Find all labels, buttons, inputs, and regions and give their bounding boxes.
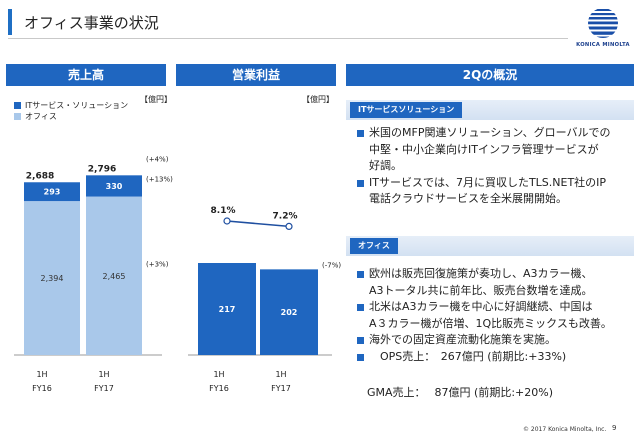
konica-minolta-logo: KONICA MINOLTA bbox=[568, 6, 638, 54]
copyright-notice: © 2017 Konica Minolta, Inc. bbox=[523, 426, 607, 433]
it-bullet: ITサービスでは、7月に買収したTLS.NET社のIP 電話クラウドサービスを全米… bbox=[356, 175, 634, 208]
globe-logo-icon bbox=[588, 9, 618, 38]
margin-line bbox=[226, 220, 290, 228]
profit-bar bbox=[198, 263, 256, 355]
page-title: オフィス事業の状況 bbox=[24, 14, 159, 32]
sales-bar-it bbox=[86, 175, 142, 197]
sales-category-label: FY16 bbox=[32, 384, 52, 393]
profit-change: (-7%) bbox=[322, 261, 341, 269]
sales-office-change: (+3%) bbox=[146, 261, 169, 269]
office-bullet-line: 海外での固定資産流動化施策を実施。 bbox=[369, 333, 556, 346]
sales-label-it: 330 bbox=[106, 182, 123, 191]
legend-swatch-office bbox=[14, 113, 21, 120]
title-divider bbox=[8, 38, 568, 39]
profit-panel-title: 営業利益 bbox=[176, 64, 336, 86]
profit-category-label: FY17 bbox=[271, 384, 291, 393]
it-bullet-list: 米国のMFP関連ソリューション、グローバルでの 中堅・中小企業向けITインフラ管理… bbox=[356, 125, 634, 208]
legend-it-services: ITサービス・ソリューション bbox=[14, 100, 128, 111]
profit-category-label: 1H bbox=[275, 370, 286, 379]
bullet-square-icon bbox=[357, 337, 364, 344]
it-bullet-line: 中堅・中小企業向けITインフラ管理サービスが bbox=[369, 142, 599, 156]
page-number: 9 bbox=[612, 424, 617, 432]
sales-category-label: FY17 bbox=[94, 384, 114, 393]
gma-sales-line: GMA売上： 87億円 (前期比:+20%) bbox=[356, 386, 553, 399]
title-accent-bar bbox=[8, 9, 12, 35]
it-bullet-line: 好調。 bbox=[369, 159, 402, 172]
legend-swatch-it bbox=[14, 102, 21, 109]
office-bullet: 欧州は販売回復施策が奏功し、A3カラー機、 A3トータル共に前年比、販売台数増を達… bbox=[356, 266, 634, 299]
bullet-square-icon bbox=[357, 271, 364, 278]
margin-point bbox=[285, 222, 293, 230]
office-bullet-list: 欧州は販売回復施策が奏功し、A3カラー機、 A3トータル共に前年比、販売台数増を達… bbox=[356, 266, 634, 365]
margin-label: 7.2% bbox=[273, 211, 298, 221]
profit-bar-label: 217 bbox=[219, 305, 236, 314]
logo-wordmark: KONICA MINOLTA bbox=[576, 42, 630, 48]
profit-unit-label: 【億円】 bbox=[302, 95, 334, 104]
legend-label-office: オフィス bbox=[25, 112, 57, 121]
office-bullet-line: A3トータル共に前年比、販売台数増を達成。 bbox=[369, 283, 593, 297]
office-bullet-line: 北米はA3カラー機を中心に好調継続、中国は bbox=[369, 300, 593, 313]
it-bullet-line: ITサービスでは、7月に買収したTLS.NET社のIP bbox=[369, 175, 607, 189]
office-bullet: OPS売上： 267億円 (前期比:+33%) bbox=[356, 349, 634, 366]
sales-it-change: (+13%) bbox=[146, 175, 173, 183]
sales-category-label: 1H bbox=[98, 370, 109, 379]
legend-office: オフィス bbox=[14, 111, 57, 122]
margin-label: 8.1% bbox=[211, 206, 236, 216]
office-bullet-line: 欧州は販売回復施策が奏功し、A3カラー機、 bbox=[369, 267, 593, 280]
bullet-square-icon bbox=[357, 304, 364, 311]
sales-category-label: 1H bbox=[36, 370, 47, 379]
profit-bar-label: 202 bbox=[281, 308, 298, 317]
office-bullet: 海外での固定資産流動化施策を実施。 bbox=[356, 332, 634, 349]
office-section-tag: オフィス bbox=[350, 238, 398, 254]
sales-unit-label: 【億円】 bbox=[140, 95, 172, 104]
charts-area: 2,394 293 2,688 1H FY16 2,465 330 2,796 1H FY17 (+… bbox=[14, 155, 341, 393]
sales-panel-title: 売上高 bbox=[6, 64, 166, 86]
sales-bar-office bbox=[86, 196, 142, 355]
profit-category-label: FY16 bbox=[209, 384, 229, 393]
sales-total-label: 2,796 bbox=[88, 164, 116, 174]
office-section-bar bbox=[346, 236, 634, 256]
sales-label-it: 293 bbox=[44, 188, 61, 197]
sales-total-label: 2,688 bbox=[26, 171, 54, 181]
bullet-square-icon bbox=[357, 179, 364, 187]
legend-label-it: ITサービス・ソリューション bbox=[25, 101, 129, 110]
sales-bar-it bbox=[24, 182, 80, 202]
it-bullet-line: 電話クラウドサービスを全米展開開始。 bbox=[369, 192, 567, 205]
margin-point bbox=[223, 217, 231, 225]
profit-bar bbox=[260, 269, 318, 355]
office-bullet-line: OPS売上： 267億円 (前期比:+33%) bbox=[369, 349, 567, 363]
it-section-tag: ITサービスソリューション bbox=[350, 102, 463, 118]
summary-panel-title: 2Qの概況 bbox=[346, 64, 634, 86]
it-bullet-line: 米国のMFP関連ソリューション、グローバルでの bbox=[369, 126, 611, 139]
sales-bar-office bbox=[24, 201, 80, 355]
sales-label-office: 2,465 bbox=[103, 272, 126, 281]
office-bullet-line: A３カラー機が倍増、1Q比販売ミックスも改善。 bbox=[369, 316, 612, 330]
sales-label-office: 2,394 bbox=[41, 274, 64, 283]
sales-total-change: (+4%) bbox=[146, 155, 169, 163]
profit-category-label: 1H bbox=[213, 370, 224, 379]
office-bullet: 北米はA3カラー機を中心に好調継続、中国は A３カラー機が倍増、1Q比販売ミックス… bbox=[356, 299, 634, 332]
bullet-square-icon bbox=[357, 353, 364, 361]
it-bullet: 米国のMFP関連ソリューション、グローバルでの 中堅・中小企業向けITインフラ管理… bbox=[356, 125, 634, 175]
bullet-square-icon bbox=[357, 130, 364, 137]
